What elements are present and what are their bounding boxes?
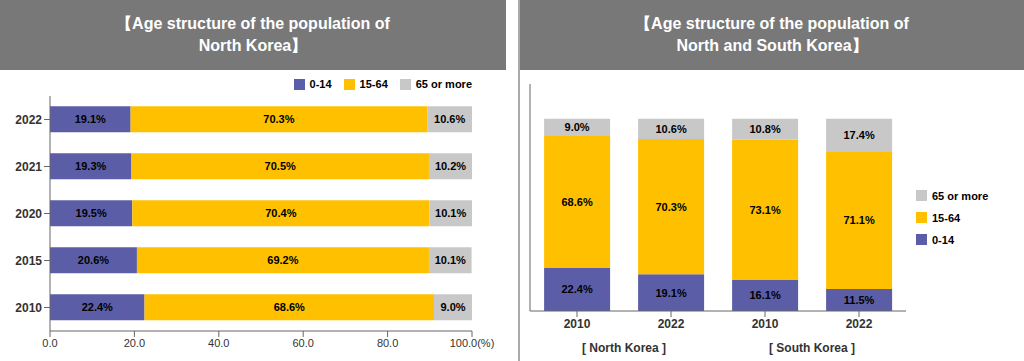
svg-text:0.0: 0.0 xyxy=(42,337,57,349)
svg-text:2015: 2015 xyxy=(15,254,42,268)
svg-text:11.5%: 11.5% xyxy=(844,294,875,306)
svg-text:9.0%: 9.0% xyxy=(440,301,465,313)
svg-text:22.4%: 22.4% xyxy=(82,301,113,313)
svg-text:19.1%: 19.1% xyxy=(75,113,106,125)
svg-text:10.1%: 10.1% xyxy=(435,254,466,266)
html-text:0-14: 0-14 xyxy=(932,233,954,246)
svg-text:22.4%: 22.4% xyxy=(561,283,592,295)
svg-text:10.6%: 10.6% xyxy=(655,123,686,135)
svg-text:19.5%: 19.5% xyxy=(76,207,107,219)
svg-text:2022: 2022 xyxy=(846,317,873,331)
svg-text:10.6%: 10.6% xyxy=(434,113,465,125)
svg-text:100.0(%): 100.0(%) xyxy=(450,337,495,349)
svg-text:2022: 2022 xyxy=(15,113,42,127)
html-text:【Age structure of the populati: 【Age structure of the population of xyxy=(635,15,909,32)
svg-text:71.1%: 71.1% xyxy=(843,214,874,226)
html-text:North and South Korea】: North and South Korea】 xyxy=(676,37,868,54)
svg-text:2022: 2022 xyxy=(658,317,685,331)
html-text:North Korea】: North Korea】 xyxy=(198,37,308,54)
svg-text:16.1%: 16.1% xyxy=(749,289,780,301)
svg-text:80.0: 80.0 xyxy=(377,337,398,349)
svg-text:68.6%: 68.6% xyxy=(274,301,305,313)
svg-text:2020: 2020 xyxy=(15,207,42,221)
svg-text:70.5%: 70.5% xyxy=(265,160,296,172)
svg-text:19.1%: 19.1% xyxy=(655,287,686,299)
svg-text:10.8%: 10.8% xyxy=(749,123,780,135)
svg-text:17.4%: 17.4% xyxy=(843,129,874,141)
html-text:65 or more: 65 or more xyxy=(932,189,989,202)
svg-text:10.2%: 10.2% xyxy=(435,160,466,172)
svg-text:9.0%: 9.0% xyxy=(565,121,590,133)
svg-text:70.4%: 70.4% xyxy=(265,207,296,219)
svg-text:[ North Korea ]: [ North Korea ] xyxy=(582,341,666,355)
svg-text:20.0: 20.0 xyxy=(124,337,145,349)
svg-text:40.0: 40.0 xyxy=(208,337,229,349)
html-text:15-64: 15-64 xyxy=(932,211,961,224)
svg-text:60.0: 60.0 xyxy=(292,337,313,349)
svg-text:73.1%: 73.1% xyxy=(749,204,780,216)
svg-text:20.6%: 20.6% xyxy=(78,254,109,266)
html-text:65 or more: 65 or more xyxy=(415,78,472,90)
svg-text:2010: 2010 xyxy=(752,317,779,331)
svg-text:2021: 2021 xyxy=(15,160,42,174)
svg-text:68.6%: 68.6% xyxy=(561,196,592,208)
svg-text:2010: 2010 xyxy=(15,301,42,315)
svg-text:10.1%: 10.1% xyxy=(435,207,466,219)
svg-text:70.3%: 70.3% xyxy=(263,113,294,125)
svg-text:2010: 2010 xyxy=(564,317,591,331)
html-text:15-64: 15-64 xyxy=(359,78,388,90)
svg-text:70.3%: 70.3% xyxy=(655,201,686,213)
svg-text:[ South Korea ]: [ South Korea ] xyxy=(769,341,855,355)
svg-text:69.2%: 69.2% xyxy=(267,254,298,266)
html-text:0-14: 0-14 xyxy=(309,78,332,90)
svg-text:19.3%: 19.3% xyxy=(75,160,106,172)
html-text:【Age structure of the populati: 【Age structure of the population of xyxy=(116,15,390,32)
